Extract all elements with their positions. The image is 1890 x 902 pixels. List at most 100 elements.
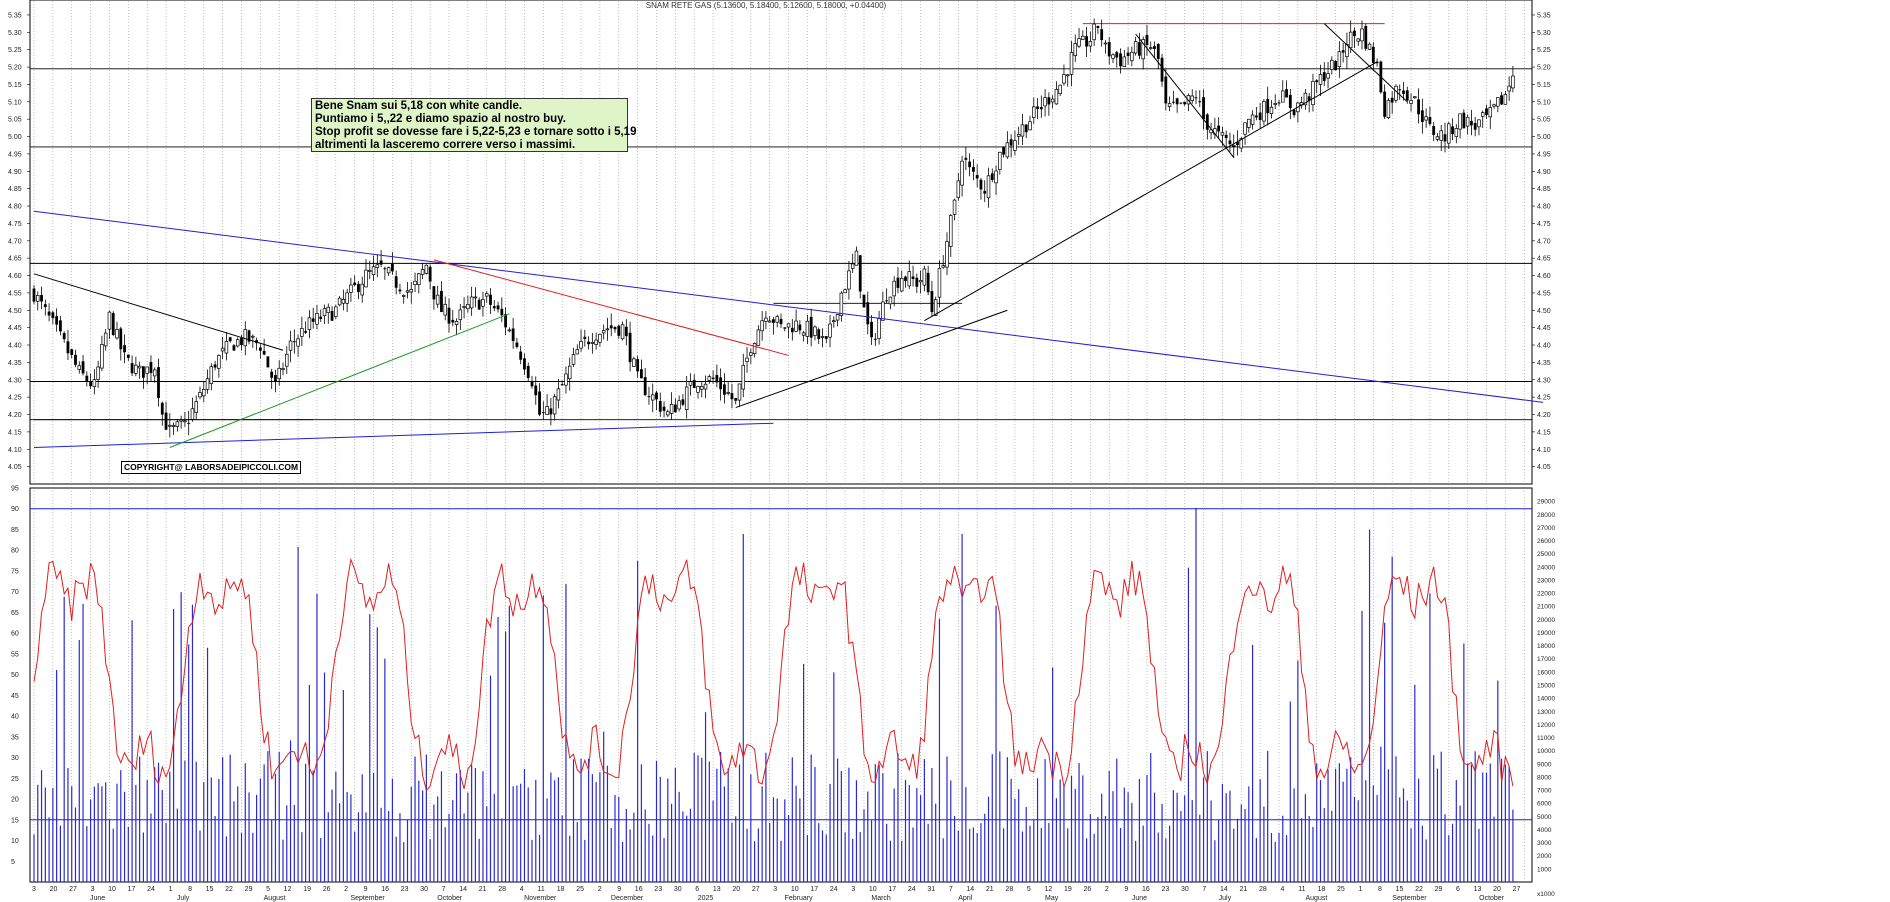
x-day-label: 7 [1202, 886, 1206, 893]
candle-body-black [1198, 101, 1202, 103]
candle-body-black [1138, 42, 1141, 56]
candle-body-black [1024, 124, 1028, 133]
candle-body-white [703, 383, 708, 390]
candle-body-black [1383, 91, 1387, 117]
candle-body-white [409, 289, 414, 293]
x-day-label: 6 [1456, 886, 1460, 893]
x-day-label: 3 [773, 886, 777, 893]
candle-body-white [77, 365, 82, 370]
volume-tick-label: 14000 [1537, 696, 1555, 703]
candle-body-white [749, 352, 753, 356]
candle-body-black [164, 412, 168, 430]
candle-body-white [1239, 138, 1244, 149]
candle-body-black [1473, 122, 1477, 130]
candle-body-black [274, 375, 277, 382]
price-tick-label-left: 4.15 [8, 429, 22, 436]
oscillator-tick-label: 40 [11, 714, 19, 721]
candle-body-white [575, 349, 580, 355]
x-day-label: 24 [147, 886, 155, 893]
volume-unit-label: x1000 [1537, 891, 1555, 898]
candle-body-white [952, 199, 957, 215]
candle-body-white [198, 392, 202, 398]
trendline-black [735, 309, 1008, 409]
candle-body-black [160, 402, 164, 415]
candle-body-black [126, 354, 130, 358]
candle-body-black [1443, 134, 1447, 142]
candle-body-black [70, 349, 74, 355]
candle-body-white [918, 280, 923, 283]
candle-body-black [1428, 116, 1432, 124]
x-day-label: 3 [91, 886, 95, 893]
price-tick-label-right: 5.25 [1537, 47, 1551, 54]
volume-tick-label: 13000 [1537, 709, 1555, 716]
candle-body-black [866, 302, 870, 325]
candle-body-black [1047, 97, 1051, 105]
candle-body-white [417, 273, 421, 286]
candle-body-black [1417, 99, 1420, 115]
candle-body-white [632, 358, 636, 367]
candle-body-black [896, 277, 900, 288]
chart-title: SNAM RETE GAS (5.13600, 5.18400, 5.12600… [645, 1, 887, 10]
candle-body-white [620, 324, 625, 340]
volume-tick-label: 26000 [1537, 538, 1555, 545]
note-line: Puntiamo i 5,,22 e diamo spazio al nostr… [315, 113, 566, 125]
candle-body-black [1398, 89, 1402, 91]
candle-body-black [1432, 126, 1436, 135]
x-day-label: 15 [206, 886, 214, 893]
price-tick-label-right: 4.45 [1537, 325, 1551, 332]
candle-body-black [1119, 53, 1122, 67]
candle-body-black [1236, 141, 1239, 146]
candle-body-white [137, 365, 142, 369]
x-day-label: 9 [617, 886, 621, 893]
candle-body-white [337, 297, 342, 306]
candle-body-black [1470, 120, 1473, 126]
candle-body-white [850, 263, 855, 269]
oscillator-tick-label: 65 [11, 610, 19, 617]
candle-body-white [1103, 42, 1108, 45]
candle-body-black [1462, 112, 1466, 129]
x-day-label: 16 [381, 886, 389, 893]
candle-body-black [1451, 126, 1454, 135]
candle-body-black [1485, 108, 1488, 115]
candle-body-white [281, 368, 285, 370]
x-day-label: 20 [732, 886, 740, 893]
candle-body-black [357, 283, 360, 293]
candle-body-black [1085, 36, 1088, 47]
oscillator-tick-label: 10 [11, 838, 19, 845]
price-tick-label-left: 4.20 [8, 412, 22, 419]
x-day-label: 10 [791, 886, 799, 893]
candle-body-black [1183, 101, 1187, 105]
candle-body-white [1062, 74, 1066, 84]
x-day-label: 5 [1027, 886, 1031, 893]
x-day-label: 14 [459, 886, 467, 893]
x-day-label: 21 [986, 886, 994, 893]
candle-body-black [1420, 110, 1424, 123]
x-day-label: 30 [674, 886, 682, 893]
x-month-label: July [1219, 895, 1232, 902]
candle-body-white [435, 294, 440, 305]
x-day-label: 26 [1083, 886, 1091, 893]
x-day-label: 7 [949, 886, 953, 893]
candle-body-white [36, 295, 40, 302]
candle-body-black [1145, 35, 1149, 46]
candle-body-white [401, 295, 406, 297]
candle-body-black [398, 289, 402, 292]
candle-body-black [451, 319, 455, 323]
candle-body-white [1243, 122, 1247, 135]
candle-body-white [922, 268, 927, 286]
candle-body-white [1488, 107, 1493, 118]
candle-body-white [1190, 95, 1194, 101]
candle-body-black [1009, 139, 1013, 146]
x-month-label: August [1305, 895, 1327, 902]
x-day-label: 26 [323, 886, 331, 893]
x-day-label: 27 [1513, 886, 1521, 893]
candle-body-black [915, 277, 919, 287]
candle-body-black [1371, 46, 1375, 63]
candle-body-black [658, 401, 662, 412]
x-day-label: 17 [888, 886, 896, 893]
candle-body-white [1439, 130, 1443, 141]
candle-body-black [1390, 97, 1394, 103]
candle-body-black [1353, 30, 1356, 37]
candle-body-black [149, 362, 153, 374]
price-tick-label-left: 5.05 [8, 117, 22, 124]
